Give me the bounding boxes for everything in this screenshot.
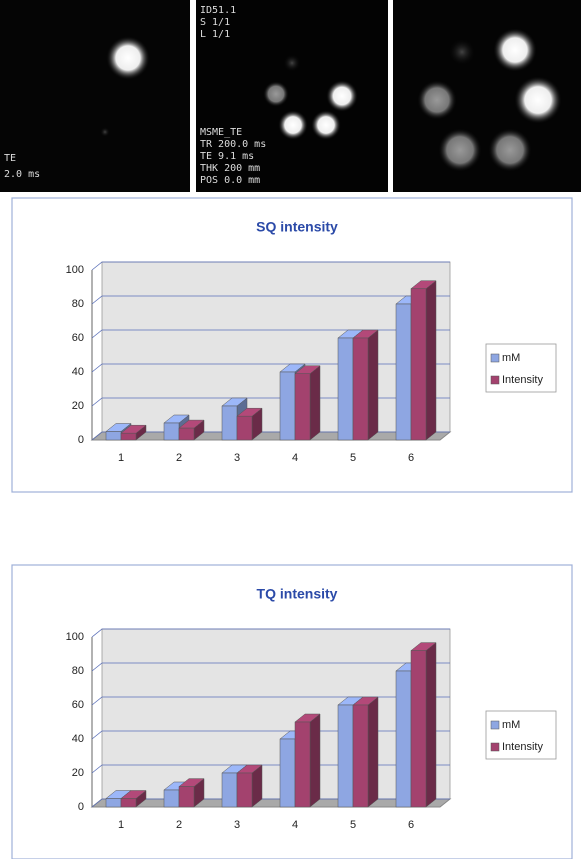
legend-label: Intensity — [502, 741, 543, 753]
grid-line — [91, 261, 450, 271]
image-middle: ID51.1 S 1/1 L 1/1 MSME_TE TR 200.0 ms T… — [196, 0, 388, 192]
x-tick-label: 1 — [118, 819, 124, 831]
overlay-text: TE 9.1 ms — [200, 151, 254, 162]
x-tick-label: 1 — [118, 452, 124, 464]
grid-line — [91, 363, 450, 373]
bar — [120, 432, 137, 441]
y-tick-label: 0 — [78, 434, 84, 446]
bar — [163, 789, 180, 808]
x-tick-label: 6 — [408, 452, 414, 464]
overlay-text: TR 200.0 ms — [200, 139, 266, 150]
grid-line — [91, 329, 450, 339]
bar — [279, 371, 296, 441]
grid-line — [91, 730, 450, 740]
overlay-text: S 1/1 — [200, 17, 230, 28]
y-tick-label: 60 — [72, 699, 84, 711]
plot-wall — [101, 261, 451, 433]
bar — [395, 670, 412, 808]
y-tick-label: 80 — [72, 298, 84, 310]
bar-side — [367, 329, 379, 441]
bar — [105, 431, 122, 441]
x-tick-label: 5 — [350, 452, 356, 464]
overlay-text: THK 200 mm — [200, 163, 260, 174]
bar — [279, 738, 296, 808]
y-tick-label: 80 — [72, 665, 84, 677]
y-tick-label: 40 — [72, 366, 84, 378]
x-tick-label: 3 — [234, 452, 240, 464]
overlay-text: L 1/1 — [200, 29, 230, 40]
bar — [178, 786, 195, 808]
grid-line — [91, 764, 450, 774]
bar — [294, 373, 311, 441]
bar — [352, 704, 369, 808]
x-tick-label: 3 — [234, 819, 240, 831]
bar — [221, 405, 238, 441]
x-tick-label: 2 — [176, 819, 182, 831]
chart-title: SQ intensity — [256, 219, 338, 235]
overlay-text: POS 0.0 mm — [200, 175, 260, 186]
legend-swatch — [490, 375, 500, 385]
legend-swatch — [490, 353, 500, 363]
bar — [105, 798, 122, 808]
grid-line — [91, 295, 450, 305]
bar — [337, 337, 354, 441]
bar — [236, 772, 253, 808]
legend-label: mM — [502, 719, 520, 731]
grid-line — [91, 696, 450, 706]
bar — [337, 704, 354, 808]
bar-side — [309, 365, 321, 441]
y-tick-label: 60 — [72, 332, 84, 344]
overlay-text: MSME_TE — [200, 127, 242, 138]
x-tick-label: 4 — [292, 819, 298, 831]
y-tick-label: 20 — [72, 767, 84, 779]
bar-side — [367, 696, 379, 808]
bar — [163, 422, 180, 441]
y-tick-label: 100 — [66, 631, 84, 643]
bar — [352, 337, 369, 441]
bar — [294, 721, 311, 808]
x-tick-label: 4 — [292, 452, 298, 464]
bar-side — [425, 280, 437, 441]
overlay-text: 2.0 ms — [4, 169, 40, 180]
legend-label: mM — [502, 352, 520, 364]
x-tick-label: 6 — [408, 819, 414, 831]
bar — [236, 415, 253, 441]
image-right — [393, 0, 581, 192]
y-tick-label: 0 — [78, 801, 84, 813]
chart-title: TQ intensity — [257, 586, 338, 602]
plot-wall — [101, 628, 451, 800]
bar — [221, 772, 238, 808]
bar-side — [425, 642, 437, 808]
grid-line — [91, 628, 450, 638]
overlay-text: ID51.1 — [200, 5, 236, 16]
bar — [395, 303, 412, 441]
legend-swatch — [490, 720, 500, 730]
legend-label: Intensity — [502, 374, 543, 386]
grid-line — [91, 397, 450, 407]
grid-line — [91, 662, 450, 672]
x-tick-label: 2 — [176, 452, 182, 464]
grid-line — [91, 431, 450, 441]
overlay-text: TE — [4, 153, 16, 164]
grid-line — [91, 798, 450, 808]
y-tick-label: 20 — [72, 400, 84, 412]
y-tick-label: 100 — [66, 264, 84, 276]
y-tick-label: 40 — [72, 733, 84, 745]
x-tick-label: 5 — [350, 819, 356, 831]
bar — [410, 288, 427, 441]
legend-swatch — [490, 742, 500, 752]
bar-side — [309, 713, 321, 808]
bar — [178, 427, 195, 441]
bar — [120, 798, 137, 808]
image-left: TE 2.0 ms — [0, 0, 190, 192]
bar — [410, 650, 427, 808]
